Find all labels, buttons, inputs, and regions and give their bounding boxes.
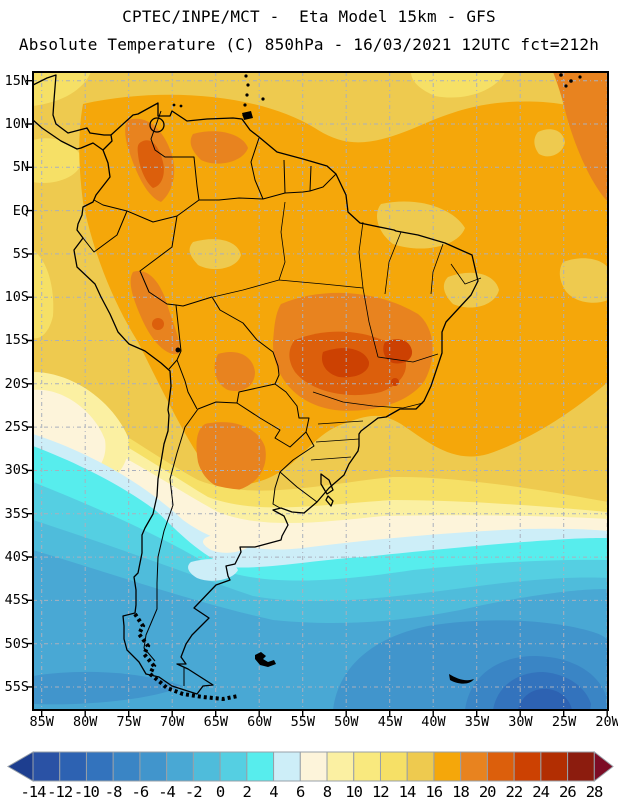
longitude-label: 20W <box>595 714 618 730</box>
lake-maracaibo <box>149 117 165 133</box>
colorbar-tick-label: 0 <box>215 783 225 800</box>
colorbar-tick-label: 16 <box>425 783 443 800</box>
longitude-label: 60W <box>247 714 272 730</box>
longitude-label: 75W <box>116 714 141 730</box>
colorbar-tick-label: 14 <box>398 783 417 800</box>
colorbar-right-arrow <box>593 750 614 783</box>
colorbar-tick-label: -6 <box>131 783 149 800</box>
state-borders <box>212 201 482 461</box>
colorbar-tick-label: -14 <box>20 783 46 800</box>
axis-ticks <box>26 80 608 717</box>
colorbar-tick-label: 24 <box>532 783 550 800</box>
longitude-label: 40W <box>421 714 446 730</box>
longitude-label: 25W <box>551 714 577 730</box>
lake-titicaca <box>175 347 181 353</box>
country-borders <box>82 110 337 686</box>
colorbar-tick-label: -2 <box>184 783 203 800</box>
colorbar-tick-label: -10 <box>73 783 100 800</box>
falkland-islands <box>255 652 276 667</box>
islands <box>172 73 582 684</box>
latitude-label: 55S <box>4 678 29 695</box>
longitude-label: 55W <box>290 714 316 730</box>
colorbar-tick-label: 18 <box>452 783 470 800</box>
latitude-label: 35S <box>4 505 29 522</box>
longitude-label: 45W <box>377 714 403 730</box>
page-subtitle: Absolute Temperature (C) 850hPa - 16/03/… <box>18 35 600 54</box>
longitude-label: 65W <box>203 714 228 730</box>
longitude-label: 50W <box>334 714 359 730</box>
latitude-label: 30S <box>4 462 29 479</box>
colorbar-tick-label: -12 <box>47 783 73 800</box>
south-america-coast <box>73 102 479 695</box>
colorbar-tick-label: 26 <box>558 783 577 800</box>
longitude-label: 80W <box>72 714 98 730</box>
longitude-label: 30W <box>508 714 533 730</box>
colorbar-left-arrow <box>7 751 34 782</box>
colorbar-tick-label: 22 <box>505 783 524 800</box>
longitude-label: 35W <box>464 714 490 730</box>
colorbar-tick-label: 6 <box>295 783 305 800</box>
coastline <box>33 74 479 695</box>
colorbar-tick-label: 20 <box>478 783 497 800</box>
latitude-label: 10S <box>4 289 29 306</box>
latitude-label: 45S <box>4 592 29 609</box>
latitude-label: 10N <box>4 115 29 132</box>
longitude-label: 70W <box>160 714 185 730</box>
map-frame <box>32 71 609 711</box>
colorbar-tick-label: 10 <box>345 783 363 800</box>
latitude-label: 15S <box>4 332 29 349</box>
latitude-label: 50S <box>4 635 29 652</box>
latitude-axis-labels: 15N 10N 5N EQ 5S 10S 15S 20S 25S 30S 35S 40S 45S 50S 5… <box>0 59 29 709</box>
grid-lines <box>33 72 608 710</box>
colorbar-tick-label: 12 <box>371 783 390 800</box>
latitude-label: 5S <box>12 245 29 262</box>
colorbar-tick-label: -8 <box>104 783 123 800</box>
latitude-label: 40S <box>4 548 29 565</box>
colorbar-tick-label: 28 <box>585 783 604 800</box>
coastal-lagoons <box>320 473 334 507</box>
colorbar-tick-label: 8 <box>322 783 332 800</box>
south-georgia-island <box>449 674 474 684</box>
colorbar-tick-label: -4 <box>158 783 176 800</box>
longitude-label: 85W <box>29 714 54 730</box>
colorbar-tick-label: 4 <box>269 783 278 800</box>
latitude-label: 20S <box>4 375 29 392</box>
central-america-pacific-coast <box>33 119 104 151</box>
trinidad-island <box>242 111 253 120</box>
colorbar-tick-labels: -14 -12 -10 -8 -6 -4 -2 0 2 4 6 8 10 12 14 16 18 20 22 24 26… <box>20 783 609 800</box>
page-title: CPTEC/INPE/MCT - Eta Model 15km - GFS <box>122 7 496 26</box>
latitude-label: 5N <box>12 159 29 176</box>
latitude-label: 15N <box>4 72 29 89</box>
latitude-label: 25S <box>4 419 29 436</box>
longitude-axis-labels: 85W 80W 75W 70W 65W 60W 55W 50W 45W 40W 35W 30W 25W 2… <box>20 714 618 730</box>
colorbar <box>7 750 614 783</box>
central-america-coast <box>33 74 112 136</box>
colorbar-tick-label: 2 <box>242 783 252 800</box>
latitude-label: EQ <box>12 202 29 219</box>
